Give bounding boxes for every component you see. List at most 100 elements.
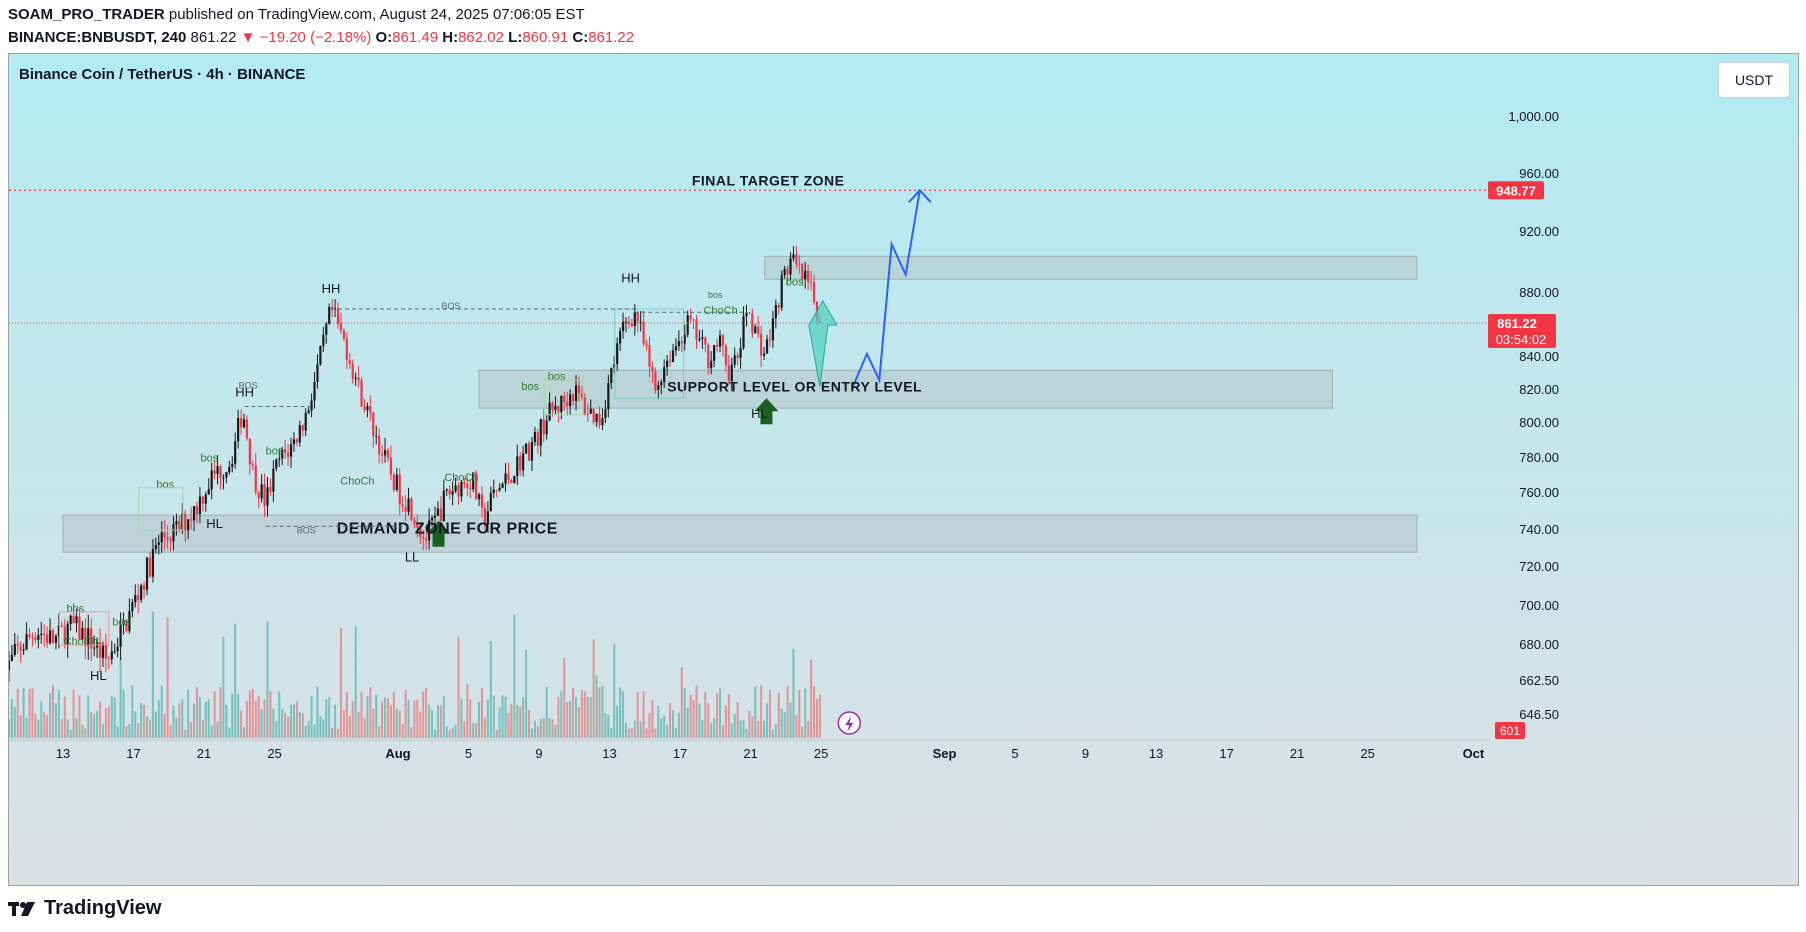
volume-bar — [719, 688, 722, 738]
volume-bar — [292, 704, 295, 738]
volume-bar — [542, 718, 545, 738]
candle — [768, 339, 772, 341]
candle — [466, 483, 469, 488]
x-tick-label: 25 — [1360, 746, 1374, 761]
candle — [295, 439, 298, 443]
candle — [686, 315, 689, 335]
price-axis[interactable]: 1,000.00 960.00 920.00 880.00 840.00 820.00 80… — [1508, 109, 1559, 722]
candle — [771, 318, 775, 341]
volume-bar — [278, 691, 281, 738]
candle — [198, 496, 202, 515]
volume-bar — [119, 658, 122, 738]
lightning-icon-glyph — [845, 716, 854, 732]
volume-bar — [607, 714, 610, 738]
volume-bar — [181, 699, 184, 738]
candle — [657, 385, 660, 391]
structure-box-3 — [614, 308, 685, 399]
price-chart[interactable]: FINAL TARGET ZONE SUPPORT LEVEL OR ENTRY … — [9, 54, 1799, 886]
volume-bar — [730, 723, 733, 738]
candle — [107, 658, 110, 660]
volume-tag — [1495, 722, 1525, 739]
volume-bar — [307, 720, 310, 738]
candle — [178, 520, 181, 530]
volume-bar — [284, 712, 287, 738]
volume-bar — [243, 727, 246, 738]
y-tick-label: 662.50 — [1519, 673, 1559, 688]
tradingview-logo[interactable]: TradingView — [8, 897, 161, 920]
candle — [386, 450, 390, 458]
candle — [392, 474, 395, 491]
candle — [524, 443, 528, 454]
candle — [245, 419, 249, 439]
candle — [281, 449, 284, 459]
volume-bar — [140, 702, 143, 738]
volume-bar — [195, 687, 198, 738]
volume-bar — [651, 700, 654, 738]
candle — [184, 513, 187, 531]
volume-bar — [454, 724, 457, 738]
candle — [181, 513, 184, 530]
candle — [69, 615, 72, 625]
time-axis[interactable]: 13 17 21 25 Aug 5 9 13 17 21 25 Sep 5 9 13 17 21 25 Oct — [9, 739, 1489, 761]
volume-bar — [304, 725, 307, 738]
annotation-4: HH — [235, 385, 254, 400]
candle — [269, 487, 272, 492]
candle — [48, 630, 52, 644]
volume-bar — [586, 696, 589, 738]
y-tick-label: 920.00 — [1519, 224, 1559, 239]
candle — [789, 258, 792, 275]
candle — [16, 643, 19, 646]
candle — [257, 492, 260, 499]
volume-bar — [234, 623, 237, 738]
candle — [660, 382, 663, 386]
volume-bar — [489, 641, 492, 738]
volume-bar — [516, 705, 519, 738]
annotations-layer: FINAL TARGET ZONE SUPPORT LEVEL OR ENTRY … — [58, 173, 922, 683]
annotation-18: bos — [521, 381, 539, 393]
volume-bar — [466, 684, 469, 738]
annotation-8: HL — [751, 406, 768, 421]
candle — [372, 412, 375, 436]
volume-bar — [716, 693, 719, 738]
volume-bar — [566, 702, 569, 738]
volume-bar — [72, 689, 75, 738]
candle — [495, 489, 498, 491]
candle — [192, 506, 196, 521]
volume-bar — [486, 699, 489, 738]
candle — [101, 644, 105, 658]
candle — [78, 616, 81, 640]
volume-bar — [60, 718, 63, 738]
volume-bar — [49, 693, 52, 738]
candle — [701, 337, 704, 339]
volume-bar — [754, 686, 757, 738]
volume-bar — [40, 701, 43, 738]
candle — [713, 345, 716, 361]
volume-bar — [96, 710, 99, 738]
candle — [783, 268, 786, 276]
candle — [72, 615, 75, 624]
candle — [275, 459, 278, 469]
currency-button[interactable]: USDT — [1718, 62, 1790, 98]
volume-bar — [395, 708, 398, 738]
chart-frame[interactable]: FINAL TARGET ZONE SUPPORT LEVEL OR ENTRY … — [8, 53, 1799, 886]
volume-bar — [269, 691, 272, 738]
candle — [128, 611, 131, 632]
volume-bar — [795, 715, 798, 738]
volume-bar — [457, 637, 460, 738]
volume-bar — [84, 728, 87, 738]
candle — [554, 405, 557, 411]
annotation-22: bos — [708, 290, 723, 300]
volume-bar — [425, 687, 428, 738]
candle — [137, 595, 140, 600]
volume-bar — [598, 687, 601, 738]
author-name[interactable]: SOAM_PRO_TRADER — [8, 6, 165, 23]
x-tick-label: 17 — [1219, 746, 1233, 761]
candle — [463, 482, 466, 484]
volume-bar — [122, 689, 125, 738]
volume-bar — [281, 709, 284, 738]
candle — [248, 438, 251, 465]
volume-bar — [184, 729, 187, 738]
candle — [610, 367, 613, 383]
candle — [433, 515, 437, 518]
candle — [366, 405, 369, 411]
